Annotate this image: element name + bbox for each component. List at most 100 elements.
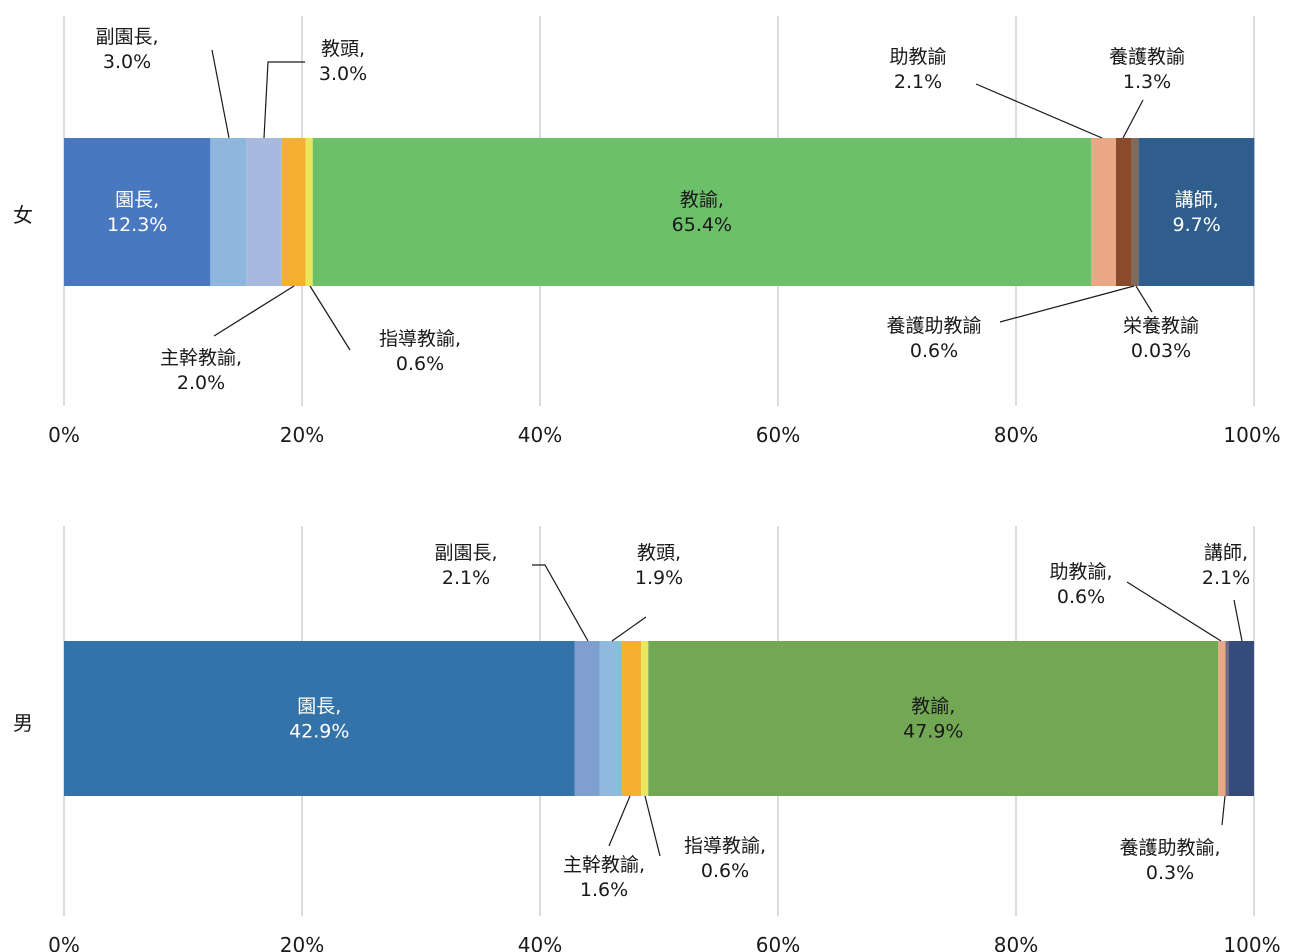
segment-label-line: 教諭, — [911, 696, 955, 718]
callout-label: 栄養教諭 0.03% — [1123, 315, 1199, 362]
bar-segment — [246, 138, 282, 286]
callout-label-line: 1.3% — [1123, 71, 1171, 93]
callout-label-line: 指導教諭, — [379, 328, 461, 350]
callout-label-line: 0.3% — [1146, 862, 1194, 884]
callout-label-line: 2.1% — [1202, 567, 1250, 589]
x-tick-label: 80% — [994, 423, 1038, 447]
callout-label: 副園長, 2.1% — [434, 542, 497, 589]
bar-segment — [312, 138, 1091, 286]
callout-label-line: 3.0% — [319, 63, 367, 85]
callout-label-line: 0.03% — [1131, 340, 1191, 362]
bar-segment — [64, 641, 575, 796]
bar-segment — [648, 641, 1219, 796]
x-tick-label: 20% — [280, 933, 324, 952]
callout-label: 養護助教諭, 0.3% — [1119, 837, 1220, 884]
leader-line — [1135, 285, 1153, 313]
segment-label-line: 9.7% — [1173, 214, 1221, 236]
callout-label-line: 助教諭 — [889, 46, 946, 68]
leader-line — [309, 285, 351, 351]
segment-label-line: 教諭, — [680, 189, 724, 211]
x-tick-label: 80% — [994, 933, 1038, 952]
callout-label-line: 栄養教諭 — [1123, 315, 1199, 337]
callout-label-line: 1.9% — [635, 567, 683, 589]
segment-label: 教諭, 47.9% — [903, 696, 963, 743]
segment-label-line: 47.9% — [903, 721, 963, 743]
segment-label-line: 12.3% — [107, 214, 167, 236]
callout-label-line: 教頭, — [321, 38, 365, 60]
callout-label-line: 養護教諭 — [1109, 46, 1185, 68]
x-tick-label: 40% — [518, 423, 562, 447]
segment-label-line: 講師, — [1175, 189, 1219, 211]
bar-segment — [574, 641, 600, 796]
bar-segment — [1225, 641, 1230, 796]
callout-label-line: 副園長, — [95, 26, 158, 48]
bar-segment — [1138, 138, 1255, 286]
segment-label: 教諭, 65.4% — [672, 189, 732, 236]
segment-label-line: 園長, — [297, 696, 341, 718]
leader-line — [644, 795, 661, 857]
leader-line — [1126, 581, 1222, 642]
leader-line — [211, 49, 230, 139]
x-tick-label: 20% — [280, 423, 324, 447]
category-label: 男 — [13, 711, 33, 735]
bar-segment — [305, 138, 313, 286]
x-tick-label: 100% — [1223, 933, 1280, 952]
callout-label-line: 1.6% — [580, 879, 628, 901]
bar-segment — [1229, 641, 1254, 796]
callout-label-line: 助教諭, — [1049, 561, 1112, 583]
callout-label: 教頭, 1.9% — [635, 542, 683, 589]
leader-line — [532, 564, 589, 642]
callout-label: 助教諭 2.1% — [889, 46, 946, 93]
callout-label-line: 主幹教諭, — [160, 347, 242, 369]
callout-label: 教頭, 3.0% — [319, 38, 367, 85]
callout-label-line: 主幹教諭, — [563, 854, 645, 876]
bar-segment — [281, 138, 306, 286]
callout-label: 指導教諭, 0.6% — [379, 328, 461, 375]
callout-label-line: 2.0% — [177, 372, 225, 394]
callout-label-line: 0.6% — [701, 860, 749, 882]
x-tick-label: 100% — [1223, 423, 1280, 447]
bar-segment — [210, 138, 247, 286]
leader-line — [611, 616, 647, 642]
callout-label-line: 3.0% — [103, 51, 151, 73]
leader-line — [608, 795, 631, 847]
callout-label-line: 講師, — [1204, 542, 1248, 564]
bar-segment — [1218, 641, 1226, 796]
segment-label: 講師, 9.7% — [1173, 189, 1221, 236]
callout-label: 主幹教諭, 2.0% — [160, 347, 242, 394]
callout-label-line: 副園長, — [434, 542, 497, 564]
x-tick-label: 60% — [756, 933, 800, 952]
leader-line — [213, 285, 295, 337]
callout-label-line: 2.1% — [442, 567, 490, 589]
leader-line — [1122, 99, 1144, 139]
callout-label-line: 0.6% — [396, 353, 444, 375]
bar-segment — [1131, 138, 1139, 286]
segment-label-line: 園長, — [115, 189, 159, 211]
segment-label-line: 65.4% — [672, 214, 732, 236]
segment-label: 園長, 42.9% — [289, 696, 349, 743]
bar-segment — [1090, 138, 1116, 286]
segment-label-line: 42.9% — [289, 721, 349, 743]
segment-label: 園長, 12.3% — [107, 189, 167, 236]
leader-line — [263, 61, 305, 139]
x-tick-label: 60% — [756, 423, 800, 447]
callout-label-line: 2.1% — [894, 71, 942, 93]
callout-label-line: 養護助教諭 — [886, 315, 981, 337]
x-tick-label: 40% — [518, 933, 562, 952]
bar-segment — [622, 641, 642, 796]
bar-segment — [1115, 138, 1132, 286]
callout-label: 助教諭, 0.6% — [1049, 561, 1112, 608]
bar-segment — [64, 138, 211, 286]
callout-label-line: 指導教諭, — [684, 835, 766, 857]
callout-label: 養護助教諭 0.6% — [886, 315, 981, 362]
callout-label: 指導教諭, 0.6% — [684, 835, 766, 882]
callout-label-line: 0.6% — [910, 340, 958, 362]
callout-label: 養護教諭 1.3% — [1109, 46, 1185, 93]
bar-segment — [641, 641, 649, 796]
callout-label: 講師, 2.1% — [1202, 542, 1250, 589]
leader-line — [975, 83, 1103, 139]
x-tick-label: 0% — [48, 423, 80, 447]
bar-segment — [599, 641, 623, 796]
leader-line — [1221, 795, 1226, 826]
leader-line — [999, 285, 1135, 323]
